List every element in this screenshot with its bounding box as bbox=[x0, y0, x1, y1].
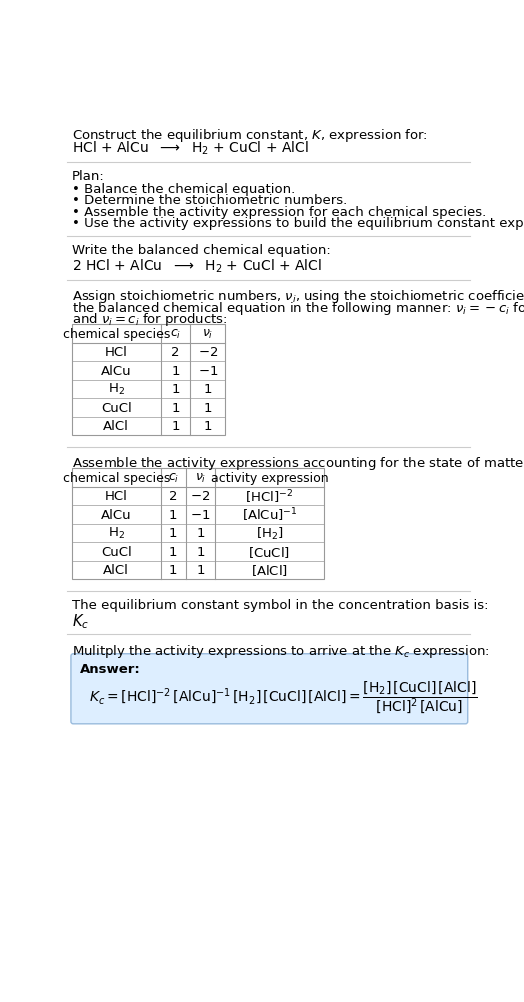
Text: 1: 1 bbox=[196, 527, 204, 540]
Text: 1: 1 bbox=[196, 545, 204, 558]
Text: 1: 1 bbox=[171, 365, 180, 378]
Text: 1: 1 bbox=[203, 383, 212, 396]
Text: • Assemble the activity expression for each chemical species.: • Assemble the activity expression for e… bbox=[72, 205, 486, 218]
Text: HCl + AlCu  $\longrightarrow$  H$_2$ + CuCl + AlCl: HCl + AlCu $\longrightarrow$ H$_2$ + CuC… bbox=[72, 139, 309, 157]
Text: $-2$: $-2$ bbox=[198, 346, 218, 359]
Text: 1: 1 bbox=[169, 545, 178, 558]
Text: 1: 1 bbox=[171, 420, 180, 433]
Text: Assemble the activity expressions accounting for the state of matter and $\nu_i$: Assemble the activity expressions accoun… bbox=[72, 455, 524, 472]
Text: chemical species: chemical species bbox=[62, 328, 170, 341]
Text: Assign stoichiometric numbers, $\nu_i$, using the stoichiometric coefficients, $: Assign stoichiometric numbers, $\nu_i$, … bbox=[72, 288, 524, 305]
Text: $-1$: $-1$ bbox=[190, 508, 211, 521]
Text: AlCu: AlCu bbox=[101, 365, 132, 378]
Text: AlCl: AlCl bbox=[103, 564, 129, 577]
FancyBboxPatch shape bbox=[71, 654, 468, 724]
Text: $\nu_i$: $\nu_i$ bbox=[194, 471, 206, 485]
Text: $c_i$: $c_i$ bbox=[170, 328, 181, 341]
Bar bbox=[72, 325, 225, 436]
Text: and $\nu_i = c_i$ for products:: and $\nu_i = c_i$ for products: bbox=[72, 311, 227, 328]
Text: $c_i$: $c_i$ bbox=[168, 471, 179, 485]
Text: $[\mathrm{H}_2]$: $[\mathrm{H}_2]$ bbox=[256, 525, 283, 541]
Text: H$_2$: H$_2$ bbox=[108, 526, 125, 541]
Text: $-2$: $-2$ bbox=[190, 490, 211, 503]
Text: The equilibrium constant symbol in the concentration basis is:: The equilibrium constant symbol in the c… bbox=[72, 599, 488, 611]
Text: $K_c = [\mathrm{HCl}]^{-2}\,[\mathrm{AlCu}]^{-1}\,[\mathrm{H}_2]\,[\mathrm{CuCl}: $K_c = [\mathrm{HCl}]^{-2}\,[\mathrm{AlC… bbox=[89, 679, 477, 715]
Text: $-1$: $-1$ bbox=[198, 365, 218, 378]
Text: activity expression: activity expression bbox=[211, 471, 328, 484]
Text: • Use the activity expressions to build the equilibrium constant expression.: • Use the activity expressions to build … bbox=[72, 217, 524, 230]
Text: • Balance the chemical equation.: • Balance the chemical equation. bbox=[72, 182, 295, 195]
Text: $\nu_i$: $\nu_i$ bbox=[202, 328, 213, 341]
Text: • Determine the stoichiometric numbers.: • Determine the stoichiometric numbers. bbox=[72, 194, 347, 207]
Text: 1: 1 bbox=[171, 383, 180, 396]
Text: HCl: HCl bbox=[105, 490, 128, 503]
Text: 1: 1 bbox=[169, 508, 178, 521]
Text: $[\mathrm{AlCl}]$: $[\mathrm{AlCl}]$ bbox=[251, 563, 288, 578]
Text: CuCl: CuCl bbox=[101, 402, 132, 415]
Text: 2: 2 bbox=[171, 346, 180, 359]
Text: 1: 1 bbox=[171, 402, 180, 415]
Text: $[\mathrm{HCl}]^{-2}$: $[\mathrm{HCl}]^{-2}$ bbox=[245, 488, 293, 505]
Text: AlCu: AlCu bbox=[101, 508, 132, 521]
Text: 1: 1 bbox=[169, 564, 178, 577]
Text: Write the balanced chemical equation:: Write the balanced chemical equation: bbox=[72, 244, 331, 258]
Text: Mulitply the activity expressions to arrive at the $K_c$ expression:: Mulitply the activity expressions to arr… bbox=[72, 642, 489, 659]
Text: $[\mathrm{AlCu}]^{-1}$: $[\mathrm{AlCu}]^{-1}$ bbox=[242, 506, 297, 524]
Text: 1: 1 bbox=[169, 527, 178, 540]
Text: $K_c$: $K_c$ bbox=[72, 612, 89, 630]
Text: $[\mathrm{CuCl}]$: $[\mathrm{CuCl}]$ bbox=[248, 544, 290, 559]
Text: Construct the equilibrium constant, $K$, expression for:: Construct the equilibrium constant, $K$,… bbox=[72, 126, 428, 143]
Text: Answer:: Answer: bbox=[80, 662, 140, 675]
Text: HCl: HCl bbox=[105, 346, 128, 359]
Text: AlCl: AlCl bbox=[103, 420, 129, 433]
Text: H$_2$: H$_2$ bbox=[108, 382, 125, 397]
Text: 2 HCl + AlCu  $\longrightarrow$  H$_2$ + CuCl + AlCl: 2 HCl + AlCu $\longrightarrow$ H$_2$ + C… bbox=[72, 258, 322, 275]
Bar bbox=[72, 469, 324, 579]
Text: CuCl: CuCl bbox=[101, 545, 132, 558]
Text: the balanced chemical equation in the following manner: $\nu_i = -c_i$ for react: the balanced chemical equation in the fo… bbox=[72, 300, 524, 317]
Text: chemical species: chemical species bbox=[62, 471, 170, 484]
Text: 2: 2 bbox=[169, 490, 178, 503]
Text: 1: 1 bbox=[196, 564, 204, 577]
Text: Plan:: Plan: bbox=[72, 170, 104, 183]
Text: 1: 1 bbox=[203, 420, 212, 433]
Text: 1: 1 bbox=[203, 402, 212, 415]
